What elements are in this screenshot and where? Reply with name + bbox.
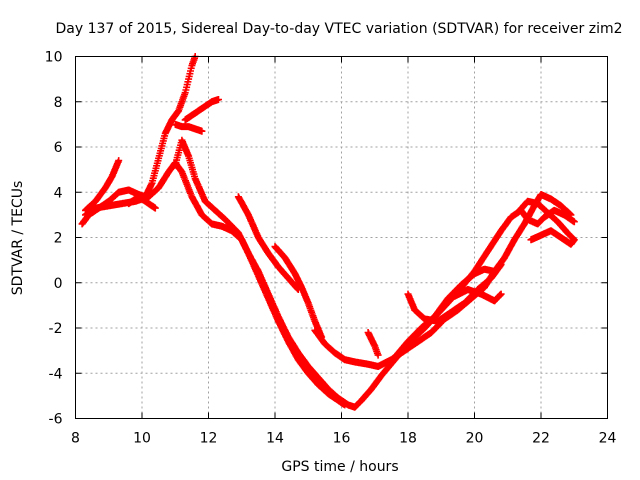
x-tick-label: 16 — [333, 431, 351, 447]
series-markers — [514, 197, 578, 248]
x-tick-label: 14 — [266, 431, 284, 447]
series-arc-14 — [451, 286, 505, 305]
series-arc-6 — [181, 96, 222, 124]
series-arc-2 — [82, 157, 123, 214]
y-tick-label: -2 — [49, 321, 63, 337]
y-tick-label: 4 — [54, 185, 63, 201]
y-tick-label: -6 — [49, 412, 63, 428]
series-markers — [391, 265, 498, 361]
y-tick-label: 8 — [54, 95, 63, 111]
data-series — [78, 53, 578, 411]
series-arc-4 — [125, 193, 159, 212]
series-markers — [125, 193, 159, 212]
series-markers — [451, 286, 505, 305]
series-arc-11 — [364, 329, 382, 359]
series-arc-15 — [514, 197, 578, 248]
series-arc-5 — [171, 136, 349, 409]
series-markers — [234, 193, 302, 293]
series-arc-9 — [271, 243, 326, 341]
x-tick-label: 12 — [200, 431, 218, 447]
series-arc-7 — [171, 120, 206, 135]
series-markers — [171, 136, 349, 409]
x-tick-label: 22 — [532, 431, 550, 447]
x-tick-label: 8 — [71, 431, 80, 447]
grid-lines — [75, 56, 608, 419]
x-axis-label: GPS time / hours — [281, 459, 398, 475]
y-tick-label: 0 — [54, 276, 63, 292]
y-tick-label: 2 — [54, 231, 63, 247]
series-markers — [364, 329, 382, 359]
series-markers — [82, 157, 123, 214]
y-tick-label: 6 — [54, 140, 63, 156]
y-tick-labels: -6 -4 -2 0 2 4 6 8 10 — [45, 50, 63, 428]
y-tick-label: -4 — [49, 366, 63, 382]
series-markers — [271, 243, 326, 341]
series-arc-10 — [311, 191, 575, 370]
series-arc-13 — [391, 265, 498, 361]
series-arc-8 — [234, 193, 302, 293]
series-markers — [311, 191, 575, 370]
x-tick-labels: 8 10 12 14 16 18 20 22 24 — [71, 431, 616, 447]
y-tick-label: 10 — [45, 50, 63, 66]
x-tick-label: 24 — [599, 431, 617, 447]
x-tick-label: 20 — [466, 431, 484, 447]
y-axis-label: SDTVAR / TECUs — [10, 181, 26, 296]
series-markers — [171, 120, 206, 135]
x-tick-label: 18 — [399, 431, 417, 447]
x-tick-label: 10 — [133, 431, 151, 447]
chart-title: Day 137 of 2015, Sidereal Day-to-day VTE… — [56, 21, 623, 37]
plot-border — [75, 56, 608, 419]
series-markers — [181, 96, 222, 124]
